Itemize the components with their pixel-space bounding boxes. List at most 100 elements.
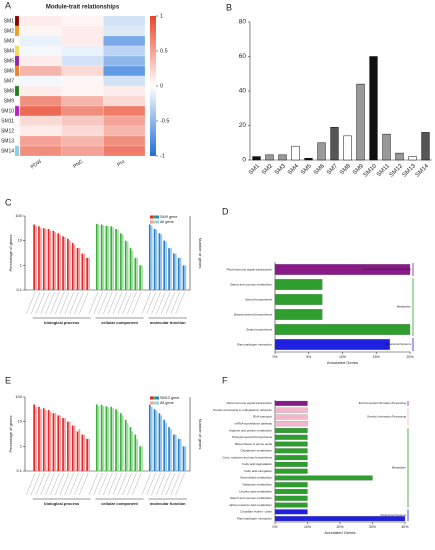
bar bbox=[317, 142, 326, 161]
legend-swatch bbox=[153, 215, 156, 219]
go-bar bbox=[76, 431, 79, 471]
go-bar bbox=[117, 410, 119, 471]
heatmap-cell bbox=[19, 105, 62, 117]
group-label: Genetic Information Processing bbox=[367, 415, 406, 419]
row-label: SM11 bbox=[1, 118, 14, 124]
category-label: Cutin, suberine and wax biosynthesis bbox=[222, 455, 272, 459]
heatmap-cell bbox=[103, 85, 146, 97]
row-label: SM7 bbox=[4, 78, 15, 84]
category-label-stub bbox=[112, 291, 123, 315]
heatmap-cell bbox=[103, 45, 146, 57]
category-label-stub bbox=[127, 291, 137, 315]
hbar bbox=[274, 279, 323, 290]
heatmap-cell bbox=[19, 25, 62, 37]
y-tick-label: 20 bbox=[239, 122, 247, 129]
go-bar bbox=[136, 257, 139, 290]
go-bar bbox=[131, 431, 134, 471]
group-label: Environmental Information Processing bbox=[364, 267, 412, 271]
chart-title: Module-trait relationships bbox=[46, 5, 120, 11]
module-color bbox=[14, 105, 20, 117]
hbar bbox=[274, 475, 373, 481]
heatmap-cell bbox=[61, 55, 104, 67]
row-label: SM3 bbox=[4, 38, 15, 44]
category-label: Biosynthesis of amino acids bbox=[235, 442, 273, 446]
go-bar bbox=[33, 224, 35, 290]
go-bar bbox=[102, 406, 105, 471]
go-bar bbox=[120, 413, 122, 471]
go-bar bbox=[59, 234, 62, 290]
x-tick-label: 0% bbox=[272, 525, 277, 529]
row-label: SM10 bbox=[1, 108, 14, 114]
group-label: Metabolism bbox=[392, 466, 407, 470]
category-label-stub bbox=[35, 291, 46, 315]
column-label: PDW bbox=[30, 159, 43, 171]
hbar bbox=[274, 434, 308, 440]
category-label: Glutathione metabolism bbox=[240, 449, 272, 453]
x-tick-label: 30% bbox=[369, 525, 376, 529]
category-label-stub bbox=[26, 291, 36, 315]
go-bar bbox=[54, 413, 57, 471]
go-bar bbox=[100, 224, 103, 290]
go-bar bbox=[78, 429, 81, 471]
domain-label: biological process bbox=[44, 501, 80, 506]
hbar bbox=[274, 428, 308, 433]
category-label-stub bbox=[59, 472, 70, 496]
heatmap-cell bbox=[19, 145, 62, 157]
x-tick-label: 10% bbox=[304, 525, 311, 529]
go-bar bbox=[97, 224, 100, 290]
panel-label: F bbox=[222, 375, 228, 385]
go-bar bbox=[57, 415, 60, 471]
module-color bbox=[14, 75, 20, 87]
go-bar bbox=[49, 230, 52, 290]
category-label-stub bbox=[103, 291, 113, 315]
heatmap-cell bbox=[61, 115, 104, 127]
domain-label: cellular component bbox=[101, 320, 138, 325]
x-tick-label: SM5 bbox=[300, 163, 313, 176]
go-bar bbox=[105, 406, 108, 471]
category-label-stub bbox=[117, 472, 127, 496]
category-label: Protein processing in endoplasmic reticu… bbox=[213, 408, 272, 412]
go-bar bbox=[179, 438, 182, 471]
go-bar bbox=[95, 223, 98, 290]
go-bar bbox=[71, 243, 74, 290]
category-label-stub bbox=[146, 291, 156, 315]
heatmap-cell bbox=[19, 15, 62, 27]
category-label-stub bbox=[175, 291, 185, 315]
hbar bbox=[274, 339, 390, 350]
category-label: Galactose metabolism bbox=[242, 483, 272, 487]
go-bar bbox=[179, 257, 182, 290]
x-tick-label: SM6 bbox=[313, 163, 326, 176]
go-bar bbox=[44, 409, 47, 471]
legend-swatch bbox=[153, 401, 156, 405]
domain-label: cellular component bbox=[101, 501, 138, 506]
module-color bbox=[14, 55, 20, 67]
category-label-stub bbox=[165, 472, 176, 496]
hbar bbox=[274, 468, 308, 474]
heatmap-cell bbox=[103, 115, 146, 127]
bar bbox=[304, 158, 313, 161]
go-bar bbox=[62, 236, 64, 290]
x-tick-label: SM7 bbox=[326, 163, 339, 176]
go-bar bbox=[184, 446, 187, 471]
category-label-stub bbox=[54, 291, 65, 315]
colorbar-tick-label: 0.5 bbox=[160, 48, 168, 54]
go-bar bbox=[71, 425, 74, 471]
category-label-stub bbox=[79, 291, 89, 315]
row-label: SM9 bbox=[4, 98, 15, 104]
panel-label: D bbox=[222, 206, 229, 216]
category-label-stub bbox=[69, 472, 79, 496]
x-tick-label: 20% bbox=[406, 355, 413, 359]
module-color bbox=[14, 135, 20, 147]
hbar bbox=[274, 489, 308, 494]
bar bbox=[395, 152, 404, 161]
legend-swatch bbox=[156, 220, 159, 224]
go-bar bbox=[117, 229, 119, 290]
hbar bbox=[274, 400, 308, 406]
category-label-stub bbox=[69, 291, 79, 315]
category-label-stub bbox=[40, 472, 50, 496]
go-bar bbox=[68, 240, 71, 290]
go-bar bbox=[182, 265, 185, 290]
go-bar bbox=[129, 248, 132, 290]
legend-label: All gene bbox=[160, 220, 174, 224]
module-color bbox=[14, 45, 20, 57]
